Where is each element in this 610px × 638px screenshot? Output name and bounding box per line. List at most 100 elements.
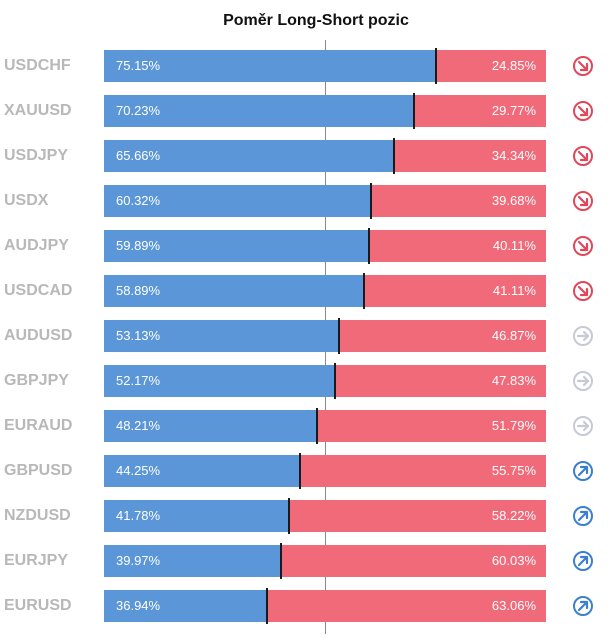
symbol-label: USDX xyxy=(4,192,49,209)
symbol-label: EURUSD xyxy=(4,597,72,614)
arrow-up-right-icon xyxy=(573,461,593,481)
short-percent-label: 46.87% xyxy=(491,328,536,343)
ratio-row: USDJPY 65.66% 34.34% xyxy=(0,138,610,174)
ratio-divider xyxy=(287,498,290,534)
long-percent-label: 41.78% xyxy=(116,508,161,523)
arrow-down-right-icon xyxy=(573,146,593,166)
short-percent-label: 51.79% xyxy=(491,418,536,433)
arrow-down-right-icon xyxy=(573,56,593,76)
ratio-row: GBPUSD 44.25% 55.75% xyxy=(0,453,610,489)
short-bar-segment: 46.87% xyxy=(338,320,546,352)
short-bar-segment: 29.77% xyxy=(414,95,546,127)
ratio-row: EURJPY 39.97% 60.03% xyxy=(0,543,610,579)
ratio-divider xyxy=(435,48,438,84)
arrow-down-right-icon xyxy=(573,236,593,256)
short-bar-segment: 47.83% xyxy=(334,365,546,397)
long-percent-label: 70.23% xyxy=(116,103,161,118)
short-percent-label: 60.03% xyxy=(491,553,536,568)
short-bar-segment: 63.06% xyxy=(267,590,546,622)
long-percent-label: 58.89% xyxy=(116,283,161,298)
arrow-down-right-icon xyxy=(573,191,593,211)
symbol-label: GBPJPY xyxy=(4,372,69,389)
long-bar-segment: 36.94% xyxy=(104,590,268,622)
arrow-right-icon xyxy=(573,326,593,346)
ratio-bar: 44.25% 55.75% xyxy=(104,453,546,489)
arrow-down-right-icon xyxy=(573,281,593,301)
long-bar-segment: 41.78% xyxy=(104,500,289,532)
ratio-divider xyxy=(363,273,366,309)
short-percent-label: 63.06% xyxy=(491,598,536,613)
short-percent-label: 29.77% xyxy=(491,103,536,118)
long-bar-segment: 58.89% xyxy=(104,275,365,307)
ratio-row: EURAUD 48.21% 51.79% xyxy=(0,408,610,444)
long-percent-label: 39.97% xyxy=(116,553,161,568)
long-percent-label: 53.13% xyxy=(116,328,161,343)
long-percent-label: 44.25% xyxy=(116,463,161,478)
ratio-bar: 60.32% 39.68% xyxy=(104,183,546,219)
symbol-label: EURAUD xyxy=(4,417,73,434)
long-bar-segment: 59.89% xyxy=(104,230,369,262)
short-percent-label: 55.75% xyxy=(491,463,536,478)
ratio-bar: 70.23% 29.77% xyxy=(104,93,546,129)
long-bar-segment: 53.13% xyxy=(104,320,339,352)
ratio-row: GBPJPY 52.17% 47.83% xyxy=(0,363,610,399)
ratio-bar: 52.17% 47.83% xyxy=(104,363,546,399)
ratio-bar: 75.15% 24.85% xyxy=(104,48,546,84)
ratio-bar: 53.13% 46.87% xyxy=(104,318,546,354)
ratio-bar: 48.21% 51.79% xyxy=(104,408,546,444)
symbol-label: AUDJPY xyxy=(4,237,69,254)
ratio-row: EURUSD 36.94% 63.06% xyxy=(0,588,610,624)
long-bar-segment: 48.21% xyxy=(104,410,318,442)
ratio-divider xyxy=(266,588,269,624)
symbol-label: USDJPY xyxy=(4,147,69,164)
long-bar-segment: 52.17% xyxy=(104,365,335,397)
ratio-bar: 59.89% 40.11% xyxy=(104,228,546,264)
symbol-label: XAUUSD xyxy=(4,102,72,119)
long-bar-segment: 75.15% xyxy=(104,50,437,82)
short-bar-segment: 41.11% xyxy=(364,275,546,307)
chart-title: Poměr Long-Short pozic xyxy=(223,12,409,29)
long-percent-label: 59.89% xyxy=(116,238,161,253)
ratio-row: AUDUSD 53.13% 46.87% xyxy=(0,318,610,354)
ratio-bar: 39.97% 60.03% xyxy=(104,543,546,579)
long-percent-label: 36.94% xyxy=(116,598,161,613)
arrow-up-right-icon xyxy=(573,596,593,616)
ratio-bar: 36.94% 63.06% xyxy=(104,588,546,624)
symbol-label: EURJPY xyxy=(4,552,69,569)
ratio-row: AUDJPY 59.89% 40.11% xyxy=(0,228,610,264)
ratio-row: NZDUSD 41.78% 58.22% xyxy=(0,498,610,534)
ratio-bar: 58.89% 41.11% xyxy=(104,273,546,309)
short-bar-segment: 34.34% xyxy=(394,140,546,172)
arrow-down-right-icon xyxy=(573,101,593,121)
ratio-row: USDX 60.32% 39.68% xyxy=(0,183,610,219)
short-percent-label: 34.34% xyxy=(491,148,536,163)
arrow-up-right-icon xyxy=(573,551,593,571)
short-percent-label: 47.83% xyxy=(491,373,536,388)
short-bar-segment: 40.11% xyxy=(368,230,546,262)
arrow-right-icon xyxy=(573,416,593,436)
long-bar-segment: 65.66% xyxy=(104,140,395,172)
long-bar-segment: 70.23% xyxy=(104,95,415,127)
symbol-label: AUDUSD xyxy=(4,327,73,344)
ratio-divider xyxy=(298,453,301,489)
long-percent-label: 65.66% xyxy=(116,148,161,163)
long-bar-segment: 44.25% xyxy=(104,455,300,487)
long-percent-label: 60.32% xyxy=(116,193,161,208)
short-percent-label: 40.11% xyxy=(492,238,536,253)
ratio-divider xyxy=(337,318,340,354)
long-bar-segment: 60.32% xyxy=(104,185,371,217)
short-bar-segment: 55.75% xyxy=(299,455,546,487)
short-percent-label: 24.85% xyxy=(491,58,536,73)
short-percent-label: 39.68% xyxy=(491,193,536,208)
ratio-bar: 41.78% 58.22% xyxy=(104,498,546,534)
long-percent-label: 48.21% xyxy=(116,418,161,433)
short-bar-segment: 24.85% xyxy=(436,50,546,82)
long-percent-label: 75.15% xyxy=(116,58,161,73)
long-bar-segment: 39.97% xyxy=(104,545,281,577)
short-bar-segment: 39.68% xyxy=(370,185,546,217)
short-percent-label: 41.11% xyxy=(492,283,536,298)
symbol-label: GBPUSD xyxy=(4,462,73,479)
short-bar-segment: 51.79% xyxy=(317,410,546,442)
ratio-row: USDCAD 58.89% 41.11% xyxy=(0,273,610,309)
ratio-divider xyxy=(393,138,396,174)
